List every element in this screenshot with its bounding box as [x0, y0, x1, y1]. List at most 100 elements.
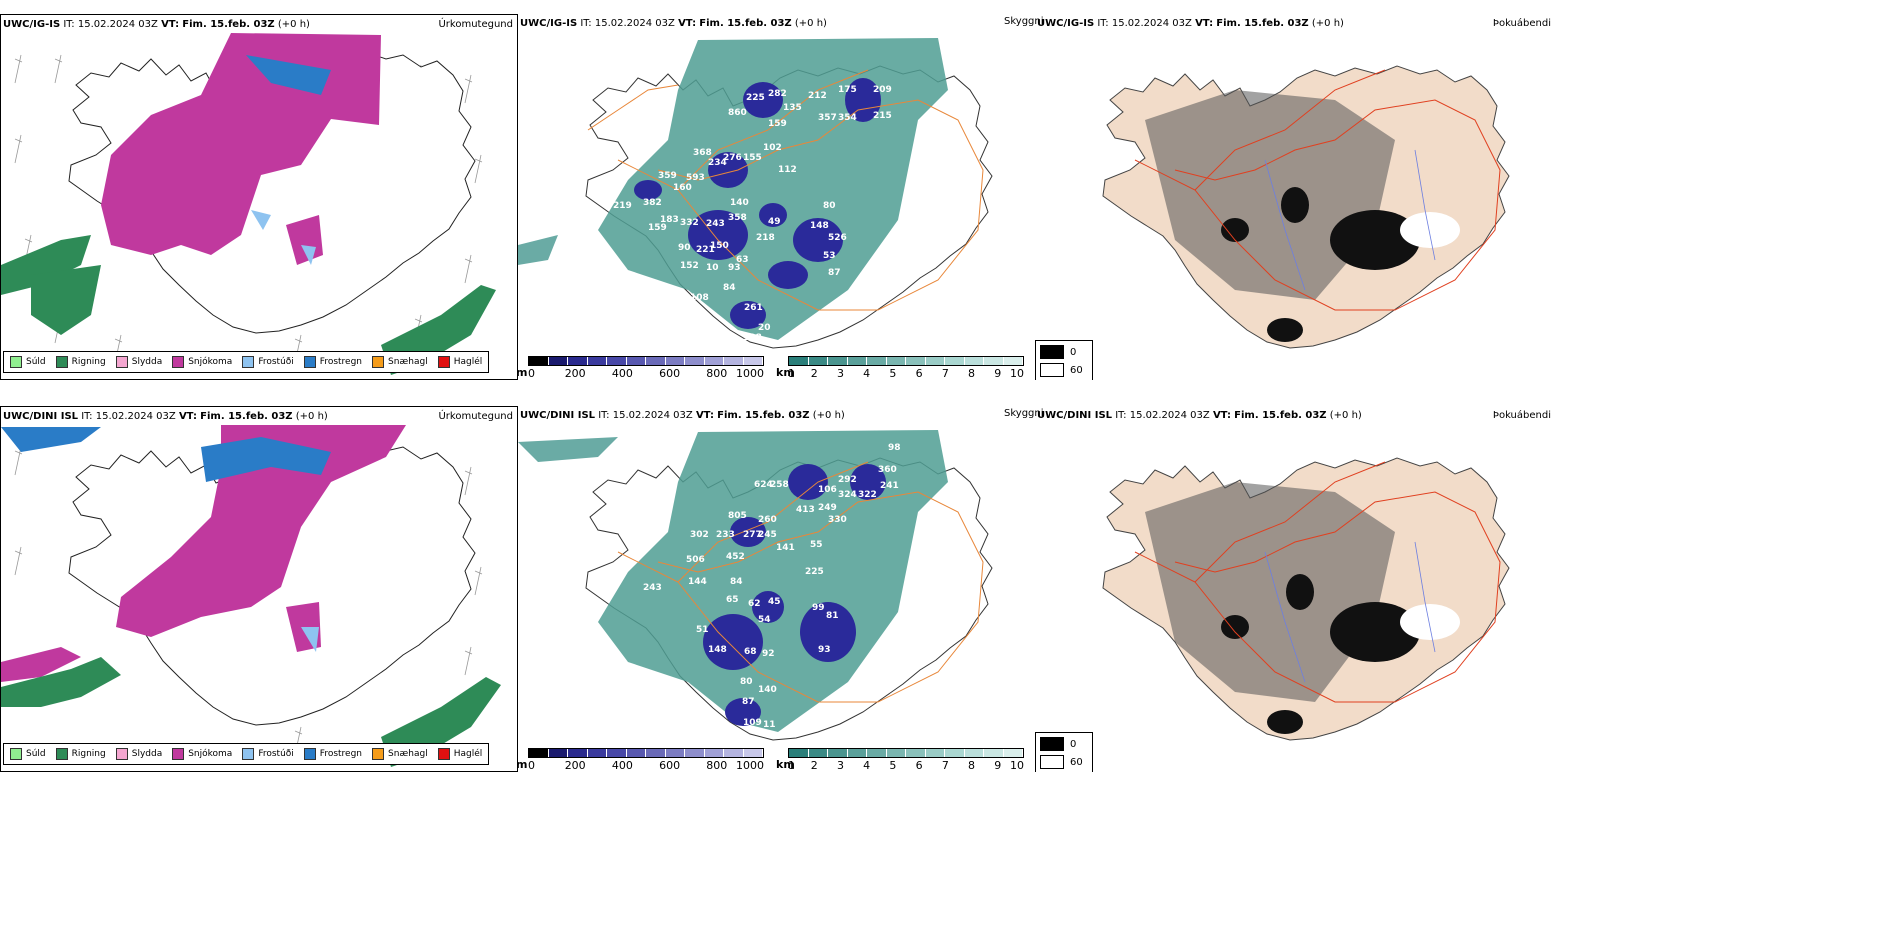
colorbar-segment — [743, 357, 763, 365]
legend-item: Frostúði — [242, 356, 294, 368]
vis-label: 108 — [690, 293, 709, 303]
vis-label: 234 — [708, 158, 727, 168]
parameter-title: Úrkomutegund — [438, 19, 513, 30]
vis-label: 243 — [643, 583, 662, 593]
colorbar-tick: 600 — [659, 759, 681, 772]
vis-label: 506 — [686, 555, 705, 565]
vis-label: 84 — [730, 577, 743, 587]
colorbar-segment — [646, 357, 666, 365]
vis-label: 63 — [736, 255, 749, 265]
vis-label: 357 — [818, 113, 837, 123]
colorbar-tick: 1000 — [736, 367, 764, 380]
vis-label: 93 — [728, 263, 741, 273]
vis-label: 93 — [818, 645, 831, 655]
colorbar-segment — [626, 749, 646, 757]
colorbar-tick: 0 — [528, 367, 535, 380]
colorbar-segment — [607, 749, 627, 757]
panel-header: UWC/IG-IS IT: 15.02.2024 03Z VT: Fim. 15… — [520, 18, 827, 29]
vis-label: 330 — [828, 515, 847, 525]
vis-label: 277 — [743, 530, 762, 540]
legend-item: Súld — [10, 356, 46, 368]
visibility-colorbar-m: 0 200 400 600 800 1000 m — [518, 748, 764, 772]
vis-label: 175 — [838, 85, 857, 95]
vis-label: 159 — [768, 119, 787, 129]
colorbar-tick: 10 — [1010, 367, 1024, 380]
vis-label: 144 — [688, 577, 707, 587]
fog-index-map — [1102, 457, 1510, 741]
precip-type-panel-row2: UWC/DINI ISL IT: 15.02.2024 03Z VT: Fim.… — [0, 406, 518, 772]
colorbar-segment — [867, 749, 887, 757]
fog-legend: 0 60 — [1035, 732, 1093, 772]
colorbar-segment — [587, 357, 607, 365]
vis-label: 243 — [706, 219, 725, 229]
vis-label: 55 — [810, 540, 823, 550]
colorbar-tick: 2 — [810, 367, 818, 380]
vis-label: 249 — [818, 503, 837, 513]
vis-label: 80 — [823, 201, 836, 211]
colorbar-segment — [607, 357, 627, 365]
colorbar-segment — [984, 357, 1004, 365]
colorbar-segment — [685, 749, 705, 757]
vis-label: 160 — [673, 183, 692, 193]
colorbar-tick: 10 — [1010, 759, 1024, 772]
colorbar-segment — [828, 357, 848, 365]
vis-label: 141 — [776, 543, 795, 553]
visibility-panel-row2: UWC/DINI ISL IT: 15.02.2024 03Z VT: Fim.… — [518, 406, 1033, 772]
panel-header: UWC/DINI ISL IT: 15.02.2024 03Z VT: Fim.… — [3, 411, 328, 422]
colorbar-tick: 5 — [889, 367, 897, 380]
colorbar-segment — [828, 749, 848, 757]
vis-label: 805 — [728, 511, 747, 521]
colorbar-tick: 3 — [836, 367, 844, 380]
legend-item: Snjókoma — [172, 356, 232, 368]
vis-label: 258 — [770, 480, 789, 490]
fog-legend: 0 60 — [1035, 340, 1093, 380]
vis-label: 332 — [680, 218, 699, 228]
colorbar-segment — [984, 749, 1004, 757]
colorbar-segment — [1003, 357, 1023, 365]
vis-label: 225 — [746, 93, 765, 103]
colorbar-tick: 9 — [994, 759, 1002, 772]
colorbar-segment — [529, 357, 549, 365]
legend-item: Frostregn — [303, 356, 362, 368]
vis-label: 148 — [708, 645, 727, 655]
vis-label: 359 — [658, 171, 677, 181]
legend-item: Haglél — [437, 356, 482, 368]
colorbar-tick: 3 — [836, 759, 844, 772]
parameter-title: Skyggni — [1004, 408, 1044, 419]
colorbar-tick: 4 — [863, 759, 871, 772]
vis-label: 80 — [740, 677, 753, 687]
freezing-rain-area — [246, 55, 331, 95]
colorbar-tick: 200 — [564, 759, 586, 772]
vis-label: 87 — [828, 268, 841, 278]
vis-label: 155 — [743, 153, 762, 163]
vis-label: 324 — [838, 490, 857, 500]
parameter-title: Þokuábendi — [1492, 18, 1551, 29]
vis-label: 87 — [742, 697, 755, 707]
colorbar-tick: 7 — [941, 759, 949, 772]
vis-label: 118 — [743, 333, 762, 343]
colorbar-segment — [548, 749, 568, 757]
vis-label: 135 — [783, 103, 802, 113]
precip-type-map — [1, 33, 496, 375]
vis-label: 150 — [710, 241, 729, 251]
colorbar-segment — [847, 357, 867, 365]
vis-label: 140 — [730, 198, 749, 208]
legend-item: Rigning — [55, 356, 106, 368]
visibility-colorbar-m: 0 200 400 600 800 1000 m — [518, 356, 764, 380]
colorbar-segment — [906, 357, 926, 365]
vis-label: 102 — [763, 143, 782, 153]
fog-index-map — [1102, 65, 1510, 349]
colorbar-tick: 1000 — [736, 759, 764, 772]
vis-label: 225 — [805, 567, 824, 577]
vis-label: 148 — [810, 221, 829, 231]
colorbar-tick: 9 — [994, 367, 1002, 380]
colorbar-segment — [665, 357, 685, 365]
vis-label: 98 — [888, 443, 901, 453]
colorbar-segment — [548, 357, 568, 365]
vis-label: 159 — [648, 223, 667, 233]
fog-index-panel-row2: UWC/DINI ISL IT: 15.02.2024 03Z VT: Fim.… — [1035, 406, 1555, 772]
vis-label: 218 — [756, 233, 775, 243]
colorbar-segment — [704, 749, 724, 757]
roads — [1134, 69, 1501, 311]
vis-label: 81 — [826, 611, 839, 621]
